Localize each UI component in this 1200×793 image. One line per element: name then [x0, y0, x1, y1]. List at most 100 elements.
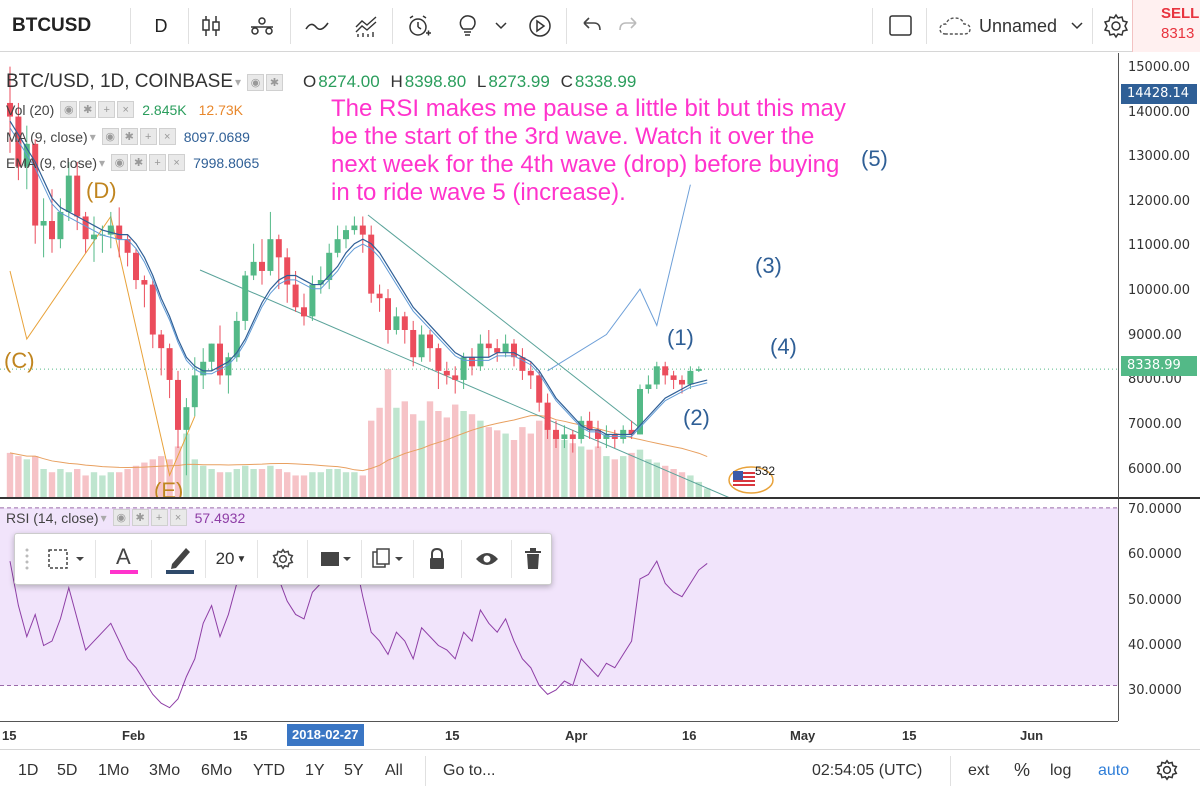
- background-fill-icon[interactable]: [311, 534, 359, 584]
- close-icon[interactable]: ×: [158, 128, 176, 145]
- candle-body: [494, 348, 501, 353]
- ema-label[interactable]: EMA (9, close): [6, 154, 98, 171]
- volume-bar: [32, 456, 39, 498]
- wave-label-4[interactable]: (4): [770, 334, 797, 359]
- volume-label[interactable]: Vol (20): [6, 101, 55, 118]
- price-chart-pane[interactable]: BTC/USD, 1D, COINBASE ▾ ◉ ✱ O 8274.00 H 83…: [0, 53, 1118, 498]
- font-size-select[interactable]: 20 ▼: [207, 534, 255, 584]
- gear-icon[interactable]: ✱: [131, 509, 149, 526]
- close-icon[interactable]: ×: [117, 101, 135, 118]
- settings-gear-icon[interactable]: [1102, 0, 1130, 52]
- rsi-axis[interactable]: 70.0000 60.0000 50.0000 40.0000 30.0000: [1118, 499, 1200, 721]
- legend-dropdown-chevron-icon[interactable]: ▾: [235, 75, 242, 89]
- close-value: 8338.99: [574, 72, 637, 91]
- range-all-button[interactable]: All: [385, 762, 403, 779]
- eye-icon[interactable]: ◉: [111, 154, 129, 171]
- close-icon[interactable]: ×: [168, 154, 186, 171]
- range-5y-button[interactable]: 5Y: [344, 762, 364, 779]
- range-ytd-button[interactable]: YTD: [253, 762, 285, 779]
- settings-gear-icon[interactable]: [261, 534, 305, 584]
- wave-label-d[interactable]: (D): [86, 178, 117, 203]
- go-to-button[interactable]: Go to...: [443, 762, 496, 779]
- extended-hours-toggle[interactable]: ext: [968, 762, 990, 779]
- ideas-dropdown-chevron-icon[interactable]: [494, 0, 508, 52]
- layout-dropdown-chevron-icon[interactable]: [1070, 0, 1084, 52]
- sell-button[interactable]: SELL 8313: [1132, 0, 1200, 52]
- candle-body: [175, 379, 181, 430]
- volume-bar: [107, 472, 114, 498]
- gear-icon[interactable]: ✱: [120, 128, 138, 145]
- event-flag-badge[interactable]: 532: [728, 463, 775, 495]
- pane-divider[interactable]: [0, 497, 1200, 499]
- ma-label[interactable]: MA (9, close): [6, 128, 88, 145]
- gear-icon[interactable]: ✱: [79, 101, 97, 118]
- volume-bar: [393, 407, 400, 498]
- candle-body: [191, 375, 198, 408]
- symbol-button[interactable]: BTCUSD: [12, 15, 92, 36]
- gear-icon[interactable]: ✱: [130, 154, 148, 171]
- annotation-text[interactable]: The RSI makes me pause a little bit but …: [331, 95, 846, 206]
- undo-icon[interactable]: [578, 0, 604, 52]
- gear-icon[interactable]: ✱: [266, 73, 284, 91]
- eye-icon[interactable]: ◉: [112, 509, 130, 526]
- price-axis[interactable]: 15000.00 14000.00 13000.00 12000.00 1100…: [1118, 53, 1200, 498]
- ema-dropdown-chevron-icon[interactable]: ▾: [99, 155, 106, 170]
- close-icon[interactable]: ×: [169, 509, 187, 526]
- trash-icon[interactable]: [515, 534, 551, 584]
- pencil-color-icon[interactable]: [155, 534, 205, 584]
- range-5d-button[interactable]: 5D: [57, 762, 78, 779]
- wave-label-2[interactable]: (2): [683, 405, 710, 430]
- auto-scale-toggle[interactable]: auto: [1098, 762, 1130, 779]
- wave-label-e[interactable]: (E): [154, 478, 184, 498]
- legend-symbol-title[interactable]: BTC/USD, 1D, COINBASE: [6, 71, 233, 92]
- volume-bar: [258, 469, 266, 498]
- layout-name-button[interactable]: Unnamed: [979, 15, 1058, 36]
- clock-timezone-button[interactable]: 02:54:05 (UTC): [812, 762, 923, 779]
- percent-scale-toggle[interactable]: %: [1014, 760, 1031, 780]
- line-style-icon[interactable]: [39, 534, 93, 584]
- text-color-icon[interactable]: A: [99, 534, 149, 584]
- range-6mo-button[interactable]: 6Mo: [201, 762, 233, 779]
- fullscreen-square-icon[interactable]: [888, 0, 914, 52]
- compare-icon[interactable]: [248, 0, 276, 52]
- eye-icon[interactable]: ◉: [247, 73, 265, 91]
- plus-icon[interactable]: +: [98, 101, 116, 118]
- ma-dropdown-chevron-icon[interactable]: ▾: [89, 129, 96, 144]
- replay-icon[interactable]: [526, 0, 554, 52]
- ideas-bulb-icon[interactable]: [455, 0, 481, 52]
- indicators-icon[interactable]: [302, 0, 332, 52]
- time-axis[interactable]: 15 Feb 15 2018-02-27 15 Apr 16 May 15 Ju…: [0, 721, 1118, 749]
- interval-button[interactable]: D: [154, 15, 168, 36]
- volume-bar: [242, 465, 249, 498]
- chart-settings-gear-icon[interactable]: [1156, 759, 1178, 786]
- drag-handle-icon[interactable]: [17, 534, 37, 584]
- candles-chart-type-icon[interactable]: [198, 0, 224, 52]
- log-scale-toggle[interactable]: log: [1050, 762, 1072, 779]
- range-1y-button[interactable]: 1Y: [305, 762, 325, 779]
- rsi-label[interactable]: RSI (14, close): [6, 509, 99, 526]
- eye-icon[interactable]: ◉: [101, 128, 119, 145]
- drawing-toolbar[interactable]: A 20 ▼: [14, 533, 552, 585]
- price-chart-canvas[interactable]: [0, 53, 1118, 498]
- alert-clock-icon[interactable]: [404, 0, 434, 52]
- range-3mo-button[interactable]: 3Mo: [149, 762, 181, 779]
- clone-icon[interactable]: [365, 534, 411, 584]
- plus-icon[interactable]: +: [149, 154, 167, 171]
- wave-label-1[interactable]: (1): [667, 325, 694, 350]
- eye-icon[interactable]: ◉: [60, 101, 78, 118]
- high-value: 8398.80: [404, 72, 467, 91]
- plus-icon[interactable]: +: [150, 509, 168, 526]
- wave-label-5[interactable]: (5): [861, 146, 888, 171]
- candle-body: [393, 316, 400, 330]
- eye-visibility-icon[interactable]: [465, 534, 509, 584]
- wave-label-c[interactable]: (C): [4, 348, 35, 373]
- plus-icon[interactable]: +: [139, 128, 157, 145]
- templates-icon[interactable]: [352, 0, 382, 52]
- wave-label-3[interactable]: (3): [755, 253, 782, 278]
- time-axis-label: Jun: [1020, 728, 1044, 743]
- range-1mo-button[interactable]: 1Mo: [98, 762, 130, 779]
- range-1d-button[interactable]: 1D: [18, 762, 39, 779]
- redo-icon[interactable]: [616, 0, 642, 52]
- lock-icon[interactable]: [417, 534, 457, 584]
- rsi-dropdown-chevron-icon[interactable]: ▾: [100, 510, 107, 525]
